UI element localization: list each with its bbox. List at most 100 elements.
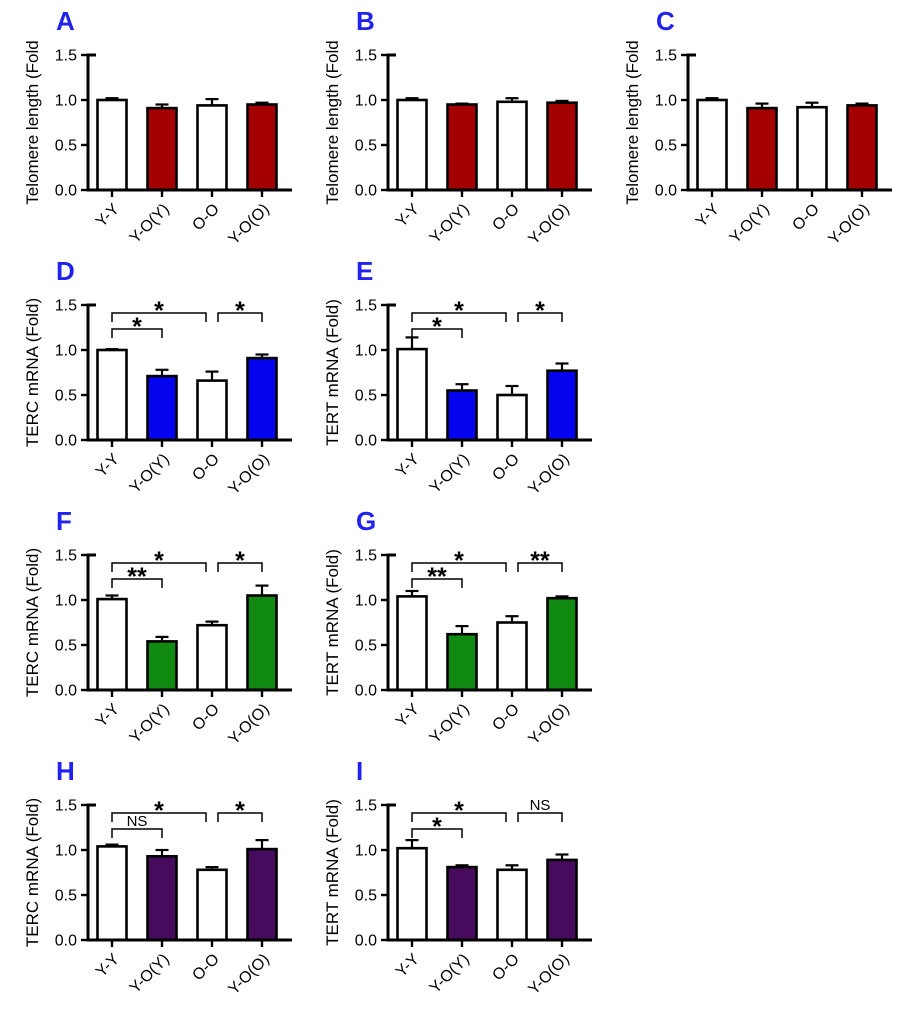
x-label-0: Y-Y: [393, 951, 423, 981]
sig-bracket-2: [517, 312, 563, 322]
y-tick-label-0: 0.0: [655, 183, 677, 200]
bar-2: [196, 868, 228, 942]
sig-label-2: **: [530, 547, 550, 575]
bar-3: [546, 858, 578, 942]
bar-1: [146, 374, 178, 442]
sig-label-1: *: [154, 547, 164, 575]
bar-0: [396, 595, 428, 692]
x-label-2: O-O: [189, 451, 222, 484]
y-tick-label-3: 1.5: [55, 298, 77, 315]
x-label-0: Y-Y: [393, 451, 423, 481]
sig-label-2: *: [235, 297, 245, 325]
y-tick-label-0: 0.0: [355, 183, 377, 200]
bar-0: [396, 846, 428, 942]
y-tick-label-2: 1.0: [355, 93, 377, 110]
sig-bracket-1: [411, 812, 507, 822]
y-tick-label-2: 1.0: [355, 593, 377, 610]
panel-h-chart: H 0.0 0.5 1.0 1.5 Y-Y Y-O(Y) O-O Y-O(O) TERC mRNA…: [0, 750, 300, 1009]
panel-letter: A: [56, 6, 75, 36]
panel-c-chart: C 0.0 0.5 1.0 1.5 Y-Y Y-O(Y) O-O Y-O(O) Telomere …: [600, 0, 900, 250]
sig-bracket-1: [411, 562, 507, 572]
x-label-3: Y-O(O): [825, 201, 872, 248]
sig-bracket-2: [217, 562, 263, 572]
x-label-2: O-O: [489, 451, 522, 484]
bar-0: [696, 98, 728, 192]
x-label-2: O-O: [489, 951, 522, 984]
panel-g-chart: G 0.0 0.5 1.0 1.5 Y-Y Y-O(Y) O-O Y-O(O) TERT mRNA…: [300, 500, 600, 750]
bar-2: [796, 105, 828, 192]
y-tick-label-3: 1.5: [355, 548, 377, 565]
panel-letter: G: [356, 506, 376, 536]
x-label-1: Y-O(Y): [727, 201, 773, 247]
x-label-1: Y-O(Y): [427, 701, 473, 747]
sig-bracket-0: [411, 328, 463, 338]
y-axis-title: TERC mRNA (Fold): [23, 548, 42, 697]
y-tick-label-3: 1.5: [55, 798, 77, 815]
sig-label-1: *: [454, 297, 464, 325]
sig-label-1: *: [454, 797, 464, 825]
bar-2: [196, 104, 228, 192]
y-tick-label-1: 0.5: [355, 888, 377, 905]
y-tick-label-3: 1.5: [655, 48, 677, 65]
y-tick-label-2: 1.0: [55, 93, 77, 110]
bar-3: [546, 369, 578, 442]
x-label-3: Y-O(O): [525, 951, 572, 998]
y-axis-title: TERT mRNA (Fold): [323, 299, 342, 446]
y-tick-label-3: 1.5: [355, 48, 377, 65]
panel-letter: E: [356, 256, 373, 286]
panel-i-chart: I 0.0 0.5 1.0 1.5 Y-Y Y-O(Y) O-O Y-O(O) TERT mRNA…: [300, 750, 600, 1009]
y-tick-label-1: 0.5: [355, 138, 377, 155]
x-label-0: Y-Y: [393, 201, 423, 231]
y-axis-title: Telomere length (Fold: [623, 40, 642, 204]
y-axis-title: TERC mRNA (Fold): [23, 298, 42, 447]
panel-letter: H: [56, 756, 75, 786]
y-tick-label-2: 1.0: [55, 843, 77, 860]
y-tick-label-3: 1.5: [55, 548, 77, 565]
bar-0: [396, 347, 428, 442]
x-label-2: O-O: [189, 701, 222, 734]
sig-label-0: *: [432, 813, 442, 841]
panel-letter: D: [56, 256, 75, 286]
panel-letter: I: [356, 756, 363, 786]
x-label-1: Y-O(Y): [127, 201, 173, 247]
y-tick-label-3: 1.5: [55, 48, 77, 65]
y-tick-label-3: 1.5: [355, 298, 377, 315]
bar-0: [96, 98, 128, 192]
y-tick-label-0: 0.0: [355, 683, 377, 700]
axis-lines: [86, 553, 292, 692]
axis-lines: [386, 553, 592, 692]
y-tick-label-0: 0.0: [55, 933, 77, 950]
y-tick-label-1: 0.5: [55, 138, 77, 155]
y-tick-label-0: 0.0: [55, 183, 77, 200]
bar-3: [246, 356, 278, 442]
y-tick-label-2: 1.0: [55, 593, 77, 610]
y-tick-label-2: 1.0: [355, 843, 377, 860]
sig-bracket-1: [111, 812, 207, 822]
sig-bracket-2: [217, 812, 263, 822]
bar-0: [96, 348, 128, 442]
axis-lines: [386, 53, 592, 192]
sig-label-0: **: [427, 563, 447, 591]
x-label-0: Y-Y: [93, 201, 123, 231]
sig-label-1: *: [154, 797, 164, 825]
y-tick-label-2: 1.0: [55, 343, 77, 360]
bar-3: [246, 594, 278, 692]
y-tick-label-0: 0.0: [355, 433, 377, 450]
panel-d-chart: D 0.0 0.5 1.0 1.5 Y-Y Y-O(Y) O-O Y-O(O) TERC mRNA…: [0, 250, 300, 500]
panel-f-chart: F 0.0 0.5 1.0 1.5 Y-Y Y-O(Y) O-O Y-O(O) TERC mRNA…: [0, 500, 300, 750]
bar-1: [146, 106, 178, 192]
x-label-2: O-O: [489, 201, 522, 234]
x-label-3: Y-O(O): [525, 451, 572, 498]
bar-2: [496, 393, 528, 442]
y-tick-label-1: 0.5: [55, 638, 77, 655]
sig-bracket-1: [111, 312, 207, 322]
bar-0: [96, 845, 128, 942]
y-tick-label-1: 0.5: [355, 638, 377, 655]
x-label-2: O-O: [189, 951, 222, 984]
bar-1: [746, 106, 778, 192]
sig-bracket-2: [517, 562, 563, 572]
x-label-2: O-O: [489, 701, 522, 734]
sig-label-2: *: [235, 547, 245, 575]
x-label-1: Y-O(Y): [127, 701, 173, 747]
